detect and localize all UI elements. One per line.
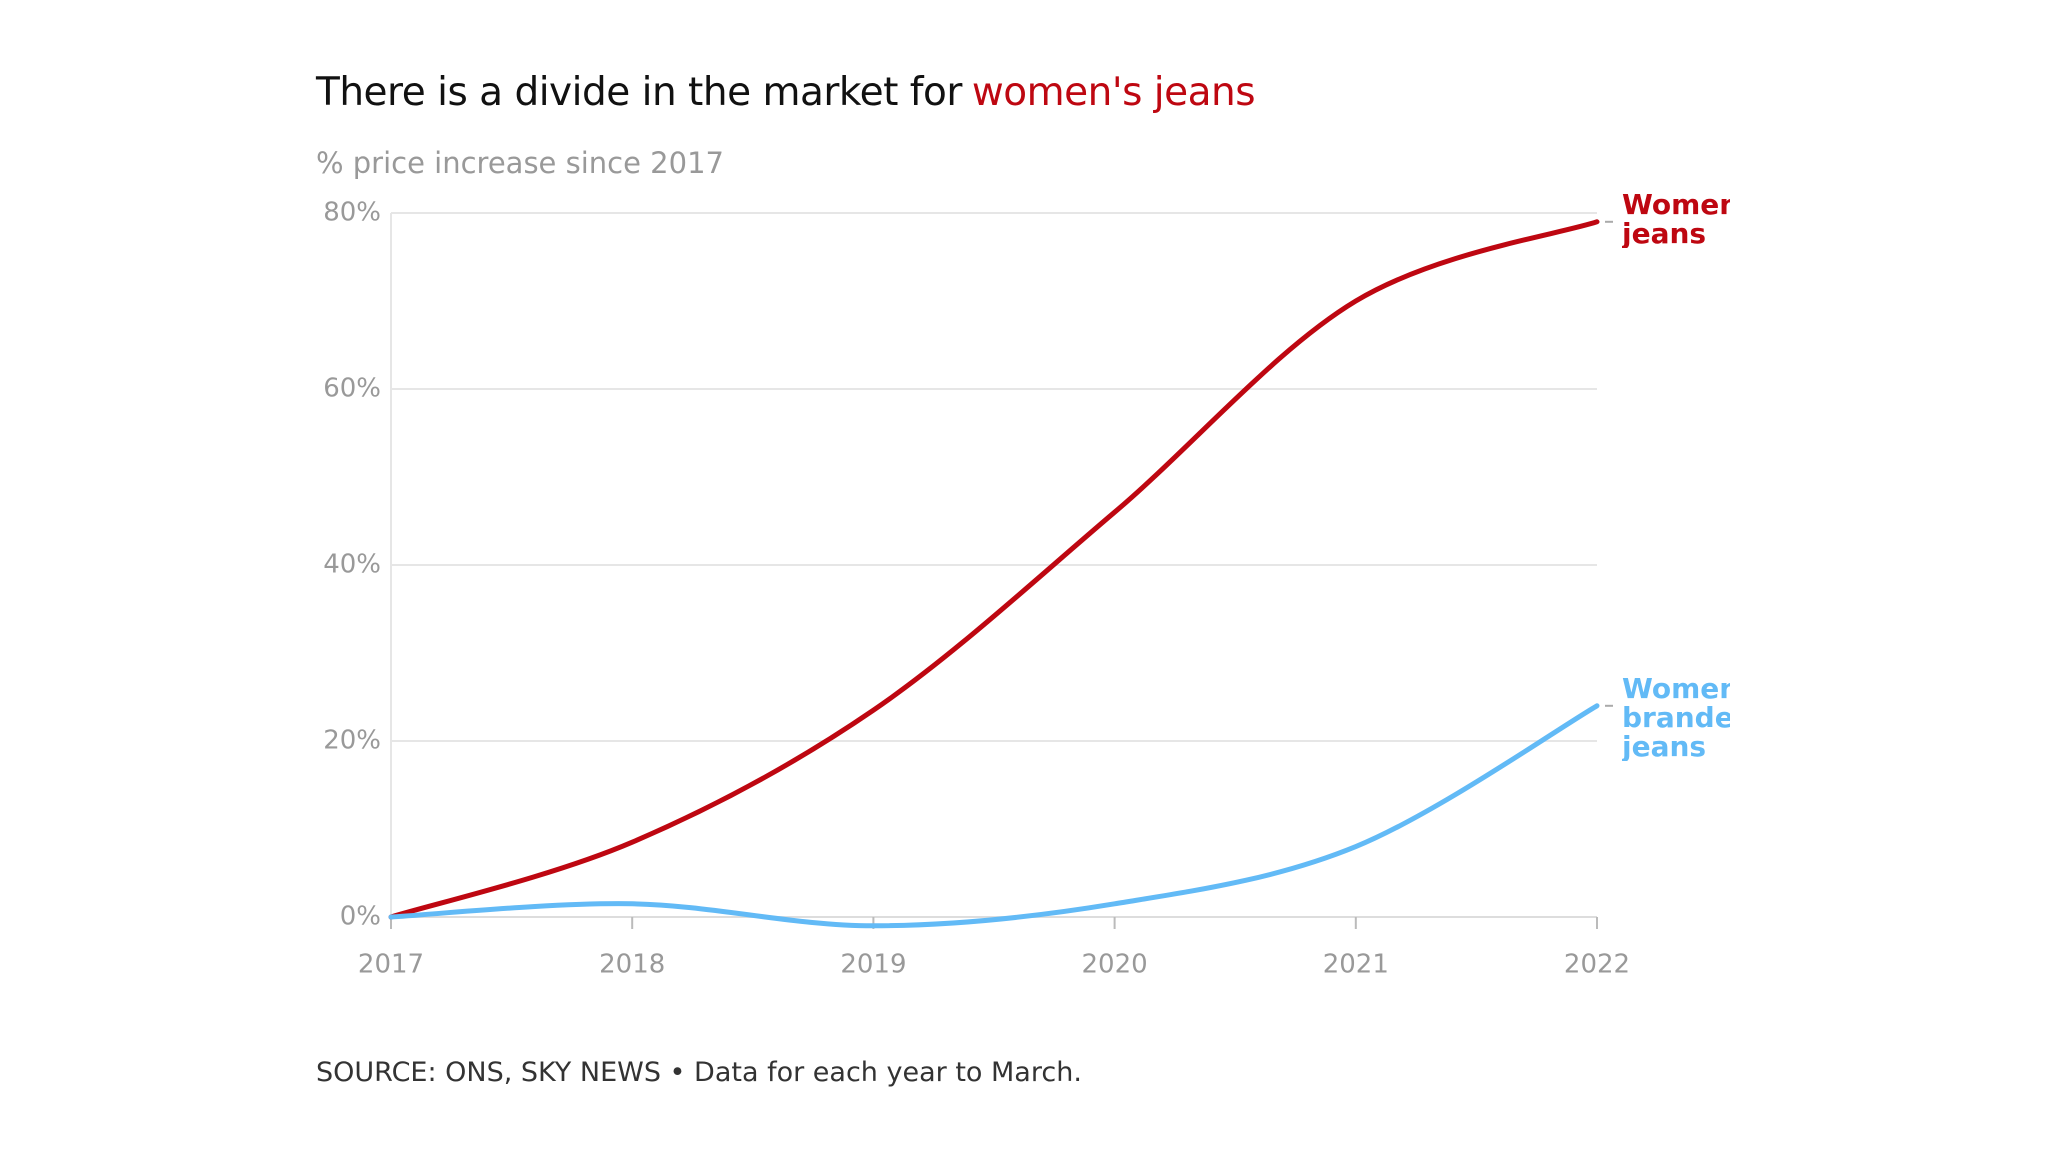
series-label: Women's jeans — [1622, 189, 1730, 248]
title: There is a divide in the market for women… — [316, 70, 1256, 115]
title-text: There is a divide in the market for — [316, 70, 962, 115]
title-highlight: women's jeans — [971, 70, 1256, 115]
series-line — [388, 219, 1600, 920]
subtitle: % price increase since 2017 — [316, 146, 724, 180]
x-tick-label: 2021 — [1323, 950, 1389, 980]
series-line — [388, 703, 1600, 929]
x-tick-label: 2019 — [840, 950, 906, 980]
series-label-box: Women's branded jeans — [1622, 673, 1730, 761]
x-tick-label: 2017 — [358, 950, 424, 980]
y-tick-label: 0% — [340, 902, 381, 932]
y-tick-label: 60% — [323, 374, 381, 404]
x-tick-label: 2020 — [1082, 950, 1148, 980]
y-tick-label: 80% — [323, 198, 381, 228]
x-tick-label: 2018 — [599, 950, 665, 980]
series-label: Women's branded jeans — [1622, 673, 1730, 761]
y-tick-label: 20% — [323, 726, 381, 756]
x-tick-label: 2022 — [1564, 950, 1630, 980]
series-label-box: Women's jeans — [1622, 189, 1730, 248]
y-tick-label: 40% — [323, 550, 381, 580]
source: SOURCE: ONS, SKY NEWS • Data for each ye… — [316, 1057, 1082, 1088]
